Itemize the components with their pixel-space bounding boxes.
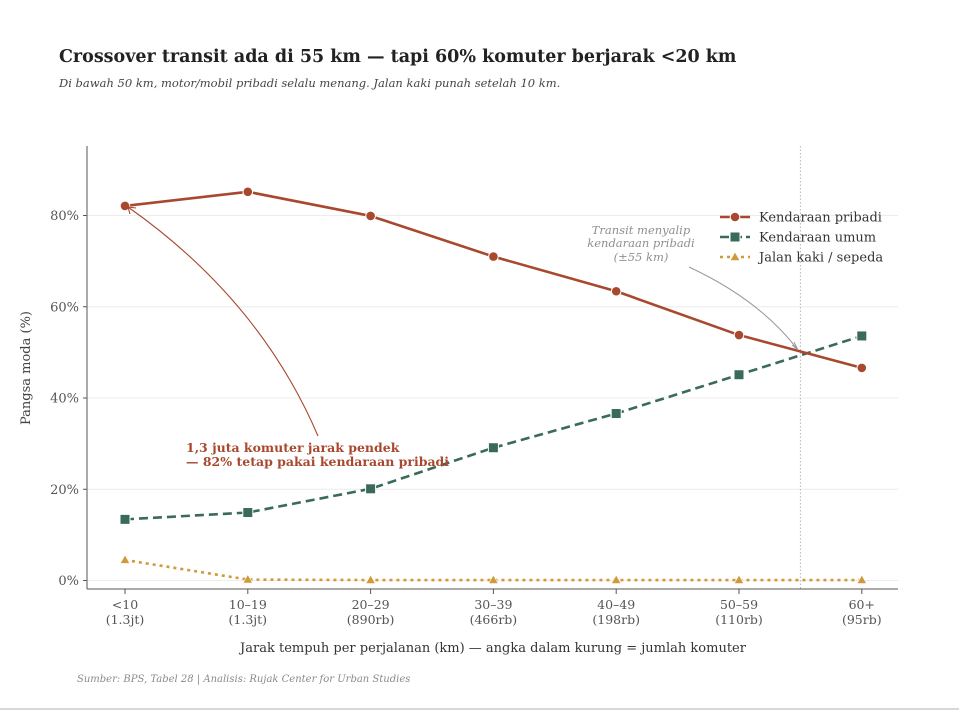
data-point bbox=[856, 330, 868, 342]
y-tick-label: 80% bbox=[50, 209, 79, 224]
legend-swatch-marker bbox=[729, 211, 741, 223]
data-point bbox=[610, 285, 622, 297]
data-point bbox=[733, 329, 745, 341]
data-point bbox=[242, 573, 254, 584]
short-distance-annotation-arrow bbox=[127, 206, 319, 437]
short-distance-annotation-arrowhead bbox=[127, 206, 137, 215]
legend-label: Kendaraan pribadi bbox=[759, 211, 882, 226]
x-axis-label: Jarak tempuh per perjalanan (km) — angka… bbox=[238, 641, 747, 656]
series-kendaraan-umum bbox=[119, 330, 868, 525]
gridlines bbox=[88, 215, 898, 581]
bottom-divider bbox=[0, 708, 959, 710]
data-point bbox=[242, 186, 254, 198]
series-line bbox=[124, 334, 863, 521]
x-axis-ticks: <10(1.3jt)10–19(1.3jt)20–29(890rb)30–39(… bbox=[106, 589, 882, 627]
x-tick-label: 10–19 bbox=[229, 597, 267, 612]
series-kendaraan-pribadi bbox=[119, 186, 868, 374]
x-tick-label: 30–39 bbox=[474, 597, 512, 612]
y-tick-label: 20% bbox=[50, 483, 79, 498]
short-distance-annotation: 1,3 juta komuter jarak pendek — 82% teta… bbox=[127, 206, 449, 469]
data-point bbox=[242, 507, 254, 519]
data-point bbox=[610, 408, 622, 420]
legend-swatch-marker bbox=[729, 251, 741, 261]
x-tick-sublabel: (1.3jt) bbox=[106, 612, 145, 627]
legend-item: Jalan kaki / sepeda bbox=[720, 251, 883, 266]
x-tick-sublabel: (95rb) bbox=[842, 612, 882, 627]
crossover-annotation-line-2: kendaraan pribadi bbox=[587, 236, 695, 250]
legend: Kendaraan pribadi Kendaraan umum Jalan kak… bbox=[720, 211, 883, 266]
data-point bbox=[610, 574, 622, 584]
x-tick-sublabel: (1.3jt) bbox=[229, 612, 268, 627]
data-point bbox=[119, 200, 131, 212]
x-tick-label: 20–29 bbox=[352, 597, 390, 612]
data-point bbox=[365, 574, 376, 584]
data-point bbox=[856, 574, 868, 584]
short-distance-annotation-line-2: — 82% tetap pakai kendaraan pribadi bbox=[186, 454, 449, 469]
crossover-annotation: Transit menyalip kendaraan pribadi (±55 … bbox=[587, 223, 799, 351]
series-jalan-kaki-sepeda bbox=[119, 554, 868, 584]
x-tick-sublabel: (198rb) bbox=[592, 612, 640, 627]
data-point bbox=[733, 574, 745, 584]
data-point bbox=[733, 369, 745, 381]
data-point bbox=[119, 554, 131, 564]
legend-label: Kendaraan umum bbox=[759, 231, 876, 246]
chart-subtitle: Di bawah 50 km, motor/mobil pribadi sela… bbox=[59, 76, 561, 90]
data-point bbox=[365, 210, 376, 222]
x-tick-label: 50–59 bbox=[720, 597, 758, 612]
crossover-annotation-arrowhead bbox=[791, 341, 799, 351]
x-tick-label: <10 bbox=[112, 597, 138, 612]
series-layer bbox=[119, 186, 868, 584]
legend-swatch-marker bbox=[729, 231, 741, 243]
x-tick-sublabel: (110rb) bbox=[715, 612, 763, 627]
data-point bbox=[488, 251, 499, 262]
y-tick-label: 60% bbox=[50, 300, 79, 315]
x-tick-sublabel: (466rb) bbox=[470, 612, 518, 627]
chart-title: Crossover transit ada di 55 km — tapi 60… bbox=[59, 47, 737, 67]
data-point bbox=[365, 483, 377, 495]
y-tick-label: 0% bbox=[58, 574, 79, 589]
y-tick-label: 40% bbox=[50, 392, 79, 407]
crossover-annotation-line-1: Transit menyalip bbox=[592, 223, 691, 237]
legend-item: Kendaraan pribadi bbox=[720, 211, 882, 226]
series-line bbox=[124, 190, 863, 370]
y-axis-ticks: 0% 20% 40% 60% 80% bbox=[50, 209, 87, 589]
data-point bbox=[488, 574, 499, 584]
short-distance-annotation-line-1: 1,3 juta komuter jarak pendek bbox=[186, 440, 400, 455]
source-note: Sumber: BPS, Tabel 28 | Analisis: Rujak … bbox=[77, 674, 411, 685]
crossover-annotation-line-3: (±55 km) bbox=[614, 250, 669, 264]
x-tick-label: 40–49 bbox=[597, 597, 635, 612]
data-point bbox=[119, 513, 131, 525]
legend-label: Jalan kaki / sepeda bbox=[757, 251, 883, 266]
data-point bbox=[487, 442, 499, 454]
crossover-annotation-arrow bbox=[688, 266, 799, 351]
data-point bbox=[856, 362, 868, 374]
legend-item: Kendaraan umum bbox=[720, 231, 876, 246]
y-axis-label: Pangsa moda (%) bbox=[19, 311, 34, 425]
x-tick-sublabel: (890rb) bbox=[347, 612, 395, 627]
x-tick-label: 60+ bbox=[849, 597, 875, 612]
